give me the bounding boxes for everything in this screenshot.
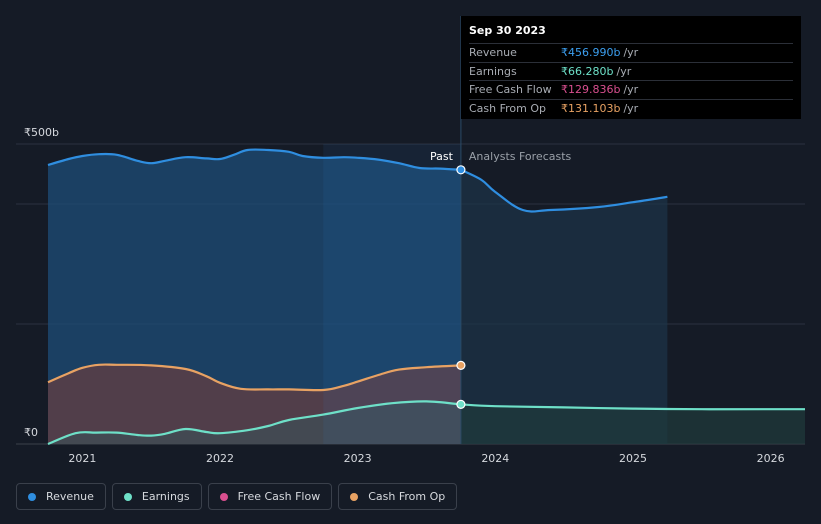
cash-from-op-line-past	[47, 363, 461, 392]
earnings-area-past	[48, 401, 461, 444]
legend-item-free-cash-flow[interactable]: Free Cash Flow	[207, 483, 333, 510]
legend-dot-icon	[219, 492, 228, 501]
tooltip-row: Earnings ₹66.280b/yr	[469, 61, 793, 81]
cash-from-op-marker	[456, 360, 466, 370]
legend-item-cash-from-op[interactable]: Cash From Op	[338, 483, 458, 510]
revenue-line-forecast	[460, 168, 668, 213]
tooltip-row-value: ₹66.280b	[561, 64, 614, 78]
tooltip-row-label: Earnings	[469, 64, 517, 78]
x-tick-label: 2023	[344, 452, 372, 465]
x-tick-label: 2022	[206, 452, 234, 465]
tooltip-row-label: Cash From Op	[469, 101, 547, 115]
series-areas	[48, 149, 805, 445]
tooltip-row: Free Cash Flow ₹129.836b/yr	[469, 80, 793, 99]
past-highlight-band	[323, 144, 461, 444]
legend-dot-icon	[28, 492, 36, 501]
revenue-area-forecast	[460, 169, 668, 445]
forecast-label: Analysts Forecasts	[469, 150, 572, 163]
tooltip-row: Revenue ₹456.990b/yr	[469, 43, 793, 62]
series-lines	[47, 148, 806, 446]
legend-label: Free Cash Flow	[237, 490, 321, 503]
tooltip-row-value: ₹456.990b	[561, 46, 621, 60]
y-tick-label: ₹0	[24, 426, 38, 439]
tooltip-row-value: ₹129.836b	[561, 83, 621, 97]
earnings-line-forecast	[460, 403, 806, 411]
legend-item-earnings[interactable]: Earnings	[111, 483, 202, 510]
past-label: Past	[430, 150, 454, 163]
axes: ₹500b ₹0 2021 2022 2023 2024 2025 2026	[24, 126, 785, 465]
tooltip-row: Cash From Op ₹131.103b/yr	[469, 98, 793, 118]
earnings-area-forecast	[460, 404, 805, 444]
tooltip-row-unit: /yr	[623, 46, 639, 60]
legend-dot-icon	[123, 492, 132, 501]
tooltip-row-unit: /yr	[623, 101, 639, 115]
legend: Revenue Earnings Free Cash Flow Cash From O…	[16, 483, 458, 510]
earnings-line-past	[47, 400, 461, 446]
legend-item-revenue[interactable]: Revenue	[16, 483, 106, 510]
tooltip-row-value: ₹131.103b	[561, 101, 621, 115]
x-tick-label: 2021	[68, 452, 96, 465]
x-tick-label: 2024	[481, 452, 509, 465]
legend-label: Cash From Op	[368, 490, 446, 503]
tooltip-date: Sep 30 2023	[469, 24, 546, 37]
tooltip-row-unit: /yr	[616, 64, 632, 78]
revenue-marker	[456, 165, 466, 175]
tooltip-row-unit: /yr	[623, 83, 639, 97]
x-tick-label: 2025	[619, 452, 647, 465]
tooltip-row-label: Free Cash Flow	[469, 83, 552, 97]
data-tooltip: Sep 30 2023 Revenue ₹456.990b/yr Earnings ₹…	[461, 16, 801, 119]
tooltip-row-label: Revenue	[469, 46, 517, 60]
x-tick-label: 2026	[757, 452, 785, 465]
legend-dot-icon	[350, 492, 359, 501]
y-tick-label: ₹500b	[24, 126, 59, 139]
revenue-line-past	[47, 148, 461, 171]
legend-label: Earnings	[141, 490, 190, 503]
legend-label: Revenue	[46, 490, 94, 503]
tooltip-markers	[456, 165, 466, 409]
earnings-marker	[456, 399, 466, 409]
